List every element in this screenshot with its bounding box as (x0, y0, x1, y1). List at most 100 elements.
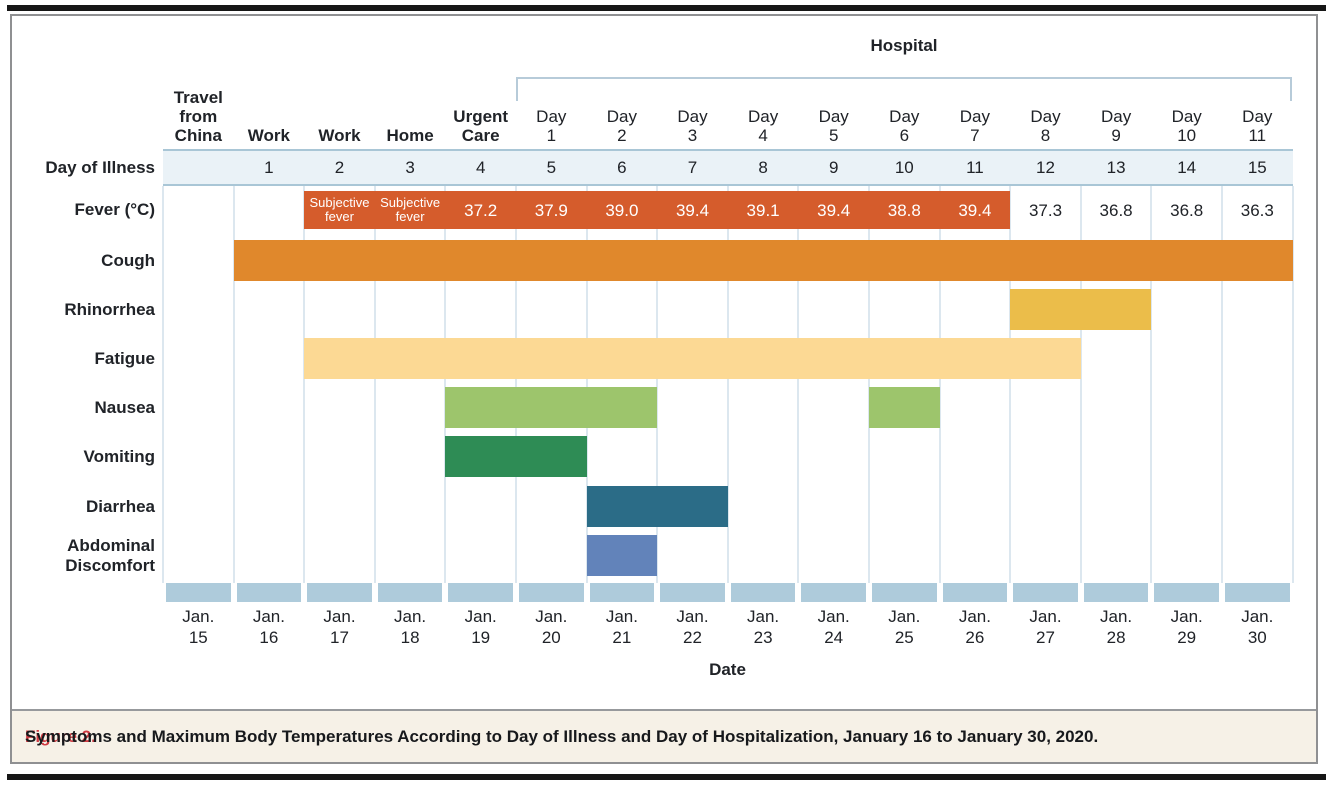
setting-label-line: Day (747, 107, 779, 126)
fever-cell: Subjective fever (374, 191, 446, 229)
date-label-line: Jan. (747, 607, 780, 626)
setting-label-line: 8 (1040, 126, 1051, 145)
date-label: Jan. 19 (445, 606, 516, 648)
date-strip-segment (1154, 583, 1219, 602)
symptom-bar (233, 240, 1293, 281)
gridline (303, 186, 306, 583)
column-setting-label: Day 1 (516, 35, 587, 145)
day-of-illness-cell: 13 (1106, 157, 1126, 177)
gridline (515, 186, 517, 583)
date-label-line: 20 (541, 628, 561, 647)
setting-label-line: Day (818, 107, 849, 126)
fever-cell: 36.3 (1240, 200, 1274, 220)
fever-cell: 37.2 (445, 191, 516, 229)
symptom-bar (586, 535, 658, 576)
date-label-line: Jan. (535, 607, 568, 626)
fever-cell: 39.0 (586, 191, 658, 229)
date-label-line: 18 (400, 628, 420, 647)
date-label: Jan. 25 (869, 606, 940, 648)
column-setting-label: Day 10 (1151, 35, 1222, 145)
column-setting-label: Day 3 (657, 35, 728, 145)
gridline (797, 186, 800, 583)
symptom-bar (869, 387, 940, 428)
symptom-row-label: Diarrhea (86, 496, 155, 516)
gridline (444, 186, 447, 583)
day-of-illness-cell: 11 (966, 157, 984, 177)
date-strip-segment (801, 583, 866, 602)
fever-cell: 39.4 (939, 191, 1011, 229)
date-label-line: Jan. (323, 607, 356, 626)
gridline (938, 186, 941, 583)
date-label-line: Jan. (1029, 607, 1062, 626)
setting-label-line: 5 (828, 126, 839, 145)
date-label-line: Jan. (1241, 607, 1274, 626)
date-label: Jan. 18 (375, 606, 446, 648)
symptom-row-label: Abdominal Discomfort (65, 535, 155, 575)
setting-label-line: 9 (1111, 126, 1121, 145)
date-label-line: Jan. (605, 607, 638, 626)
gridline (162, 186, 164, 583)
day-of-illness-cell: 12 (1036, 157, 1055, 177)
setting-label-line: 7 (970, 126, 980, 145)
fever-cell: Subjective fever (304, 191, 375, 229)
column-setting-label: Day 8 (1010, 35, 1081, 145)
date-label-line: Jan. (1100, 607, 1133, 626)
setting-label-line: 11 (1248, 126, 1267, 145)
setting-label-line: Urgent (453, 107, 509, 126)
date-strip-segment (589, 583, 655, 602)
date-label-line: 27 (1036, 628, 1055, 647)
fever-cell: 38.8 (869, 191, 940, 229)
date-label: Jan. 27 (1010, 606, 1081, 648)
symptom-bar (445, 436, 587, 477)
date-label: Jan. 17 (304, 606, 375, 648)
date-label: Jan. 15 (163, 606, 234, 648)
gridline (1079, 186, 1082, 583)
date-label-line: 21 (612, 628, 632, 647)
date-label-line: Jan. (252, 607, 285, 626)
setting-label-line: Day (1100, 107, 1132, 126)
date-label-line: 26 (965, 628, 985, 647)
date-strip-segment (236, 583, 302, 602)
column-setting-label: Day 11 (1222, 35, 1293, 145)
fever-cell: 37.3 (1028, 200, 1063, 220)
setting-label-line: 6 (899, 126, 910, 145)
date-label-line: Jan. (958, 607, 991, 626)
column-setting-label: Day 4 (728, 35, 799, 145)
symptom-row-label: Cough (101, 250, 155, 270)
setting-label-line: Day (606, 107, 637, 126)
date-label: Jan. 24 (798, 606, 869, 648)
day-of-illness-cell: 8 (758, 157, 768, 177)
setting-label-line: Day (536, 107, 567, 126)
setting-label-line: Home (386, 126, 434, 145)
date-strip-segment (942, 583, 1008, 602)
date-label: Jan. 30 (1222, 606, 1293, 648)
column-setting-label: Day 2 (587, 35, 658, 145)
setting-label-line: Work (318, 126, 361, 145)
hospital-bracket-right-tick (1289, 77, 1292, 101)
gridline (726, 186, 729, 583)
setting-label-line: Day (1171, 107, 1202, 126)
hospital-bracket-left-tick (516, 77, 518, 101)
day-of-illness-cell: 9 (828, 157, 839, 177)
column-setting-label: Home (375, 35, 446, 145)
day-of-illness-cell: 3 (405, 157, 415, 177)
setting-label-line: from (179, 107, 218, 126)
setting-label-line: 3 (687, 126, 698, 145)
date-strip-segment (519, 583, 584, 602)
date-label: Jan. 22 (657, 606, 728, 648)
date-strip-segment (448, 583, 513, 602)
day-of-illness-cell: 14 (1177, 157, 1197, 177)
fever-cell: 39.4 (657, 191, 728, 229)
day-of-illness-row-label: Day of Illness (45, 157, 155, 177)
setting-label-line: Care (461, 126, 500, 145)
symptom-row-label: Vomiting (83, 446, 155, 466)
hospital-bracket-line (516, 77, 1291, 79)
date-label: Jan. 16 (234, 606, 305, 648)
date-label-line: 16 (259, 628, 279, 647)
top-rule (7, 5, 1326, 11)
gridline (373, 186, 376, 583)
figure-panel-border (10, 14, 1318, 764)
day-of-illness-cell: 4 (475, 157, 486, 177)
date-label-line: Jan. (676, 607, 709, 626)
symptom-bar (304, 338, 1081, 379)
